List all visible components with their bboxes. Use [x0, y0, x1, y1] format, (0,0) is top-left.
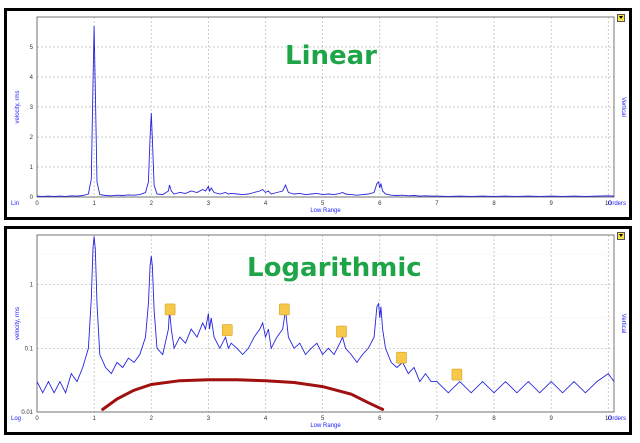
x-axis-label: Low Range [310, 208, 341, 214]
x-tick-label: 10 [605, 201, 612, 207]
log-menu-button[interactable] [617, 232, 625, 240]
log-chart-title: Logarithmic [247, 253, 422, 283]
x-tick-label: 7 [435, 201, 439, 207]
x-tick-label: 0 [35, 416, 39, 422]
y-tick-label: 4 [30, 75, 34, 81]
y-tick-label: 3 [30, 105, 34, 111]
x-tick-label: 6 [378, 416, 382, 422]
peak-marker [221, 324, 233, 336]
scale-mode-label: Log [11, 416, 21, 422]
peak-marker [279, 303, 290, 316]
linear-chart-svg: 0 1 2 3 4 5 6 7 8 9 10 0 1 2 3 4 5 Lin Orders Low Range velo… [11, 16, 626, 214]
x-tick-label: 3 [207, 201, 211, 207]
noise-floor-curve [101, 378, 385, 411]
y-tick-label: 1 [30, 165, 34, 171]
plot-frame [36, 234, 615, 413]
x-axis-label: Low Range [310, 423, 341, 429]
scale-mode-label: Lin [11, 201, 19, 207]
y-axis-label: velocity, rms [15, 307, 21, 340]
x-units-label: Orders [608, 416, 626, 422]
y-tick-label: 2 [30, 135, 34, 141]
x-tick-label: 2 [150, 201, 154, 207]
linear-menu-button[interactable] [617, 14, 625, 22]
y-tick-label: 1 [30, 283, 34, 289]
channel-label: Vertical [620, 97, 626, 117]
plot-area: 0 1 2 3 4 5 6 7 8 9 10 0 1 2 3 4 5 Lin Orders Low Range velo… [11, 16, 626, 214]
x-tick-label: 0 [35, 201, 39, 207]
y-axis-label: velocity, rms [15, 91, 21, 124]
x-tick-label: 8 [492, 416, 496, 422]
x-tick-label: 8 [492, 201, 496, 207]
x-tick-label: 10 [605, 416, 612, 422]
plot-area: 0 1 2 3 4 5 6 7 8 9 10 0.01 0.1 1 Log Orders Low Range ve… [11, 234, 626, 429]
x-tick-label: 4 [264, 201, 268, 207]
plot-frame [36, 16, 615, 198]
peak-marker [164, 303, 176, 316]
linear-chart-title: Linear [285, 41, 377, 71]
y-tick-label: 5 [30, 45, 34, 51]
log-chart-svg: 0 1 2 3 4 5 6 7 8 9 10 0.01 0.1 1 Log Orders Low Range ve… [11, 234, 626, 429]
peak-marker [336, 325, 347, 338]
log-chart-panel: 0 1 2 3 4 5 6 7 8 9 10 0.01 0.1 1 Log Orders Low Range ve… [4, 226, 632, 435]
x-tick-label: 6 [378, 201, 382, 207]
channel-label: Vertical [620, 314, 626, 334]
spectrum-series-line [36, 25, 615, 197]
x-tick-label: 2 [150, 416, 154, 422]
x-tick-label: 5 [321, 416, 325, 422]
x-tick-label: 4 [264, 416, 268, 422]
x-tick-label: 5 [321, 201, 325, 207]
x-tick-label: 9 [549, 201, 553, 207]
spectrum-series-line [36, 236, 615, 395]
peak-marker [451, 368, 463, 381]
y-tick-label: 0.1 [25, 346, 34, 352]
peak-marker [396, 351, 407, 364]
x-tick-label: 1 [92, 416, 96, 422]
y-tick-label: 0 [30, 195, 34, 201]
x-tick-label: 1 [92, 201, 96, 207]
x-tick-label: 3 [207, 416, 211, 422]
x-units-label: Orders [608, 201, 626, 207]
linear-chart-panel: 0 1 2 3 4 5 6 7 8 9 10 0 1 2 3 4 5 Lin Orders Low Range velo… [4, 8, 632, 220]
x-tick-label: 7 [435, 416, 439, 422]
x-tick-label: 9 [549, 416, 553, 422]
y-tick-label: 0.01 [21, 410, 33, 416]
